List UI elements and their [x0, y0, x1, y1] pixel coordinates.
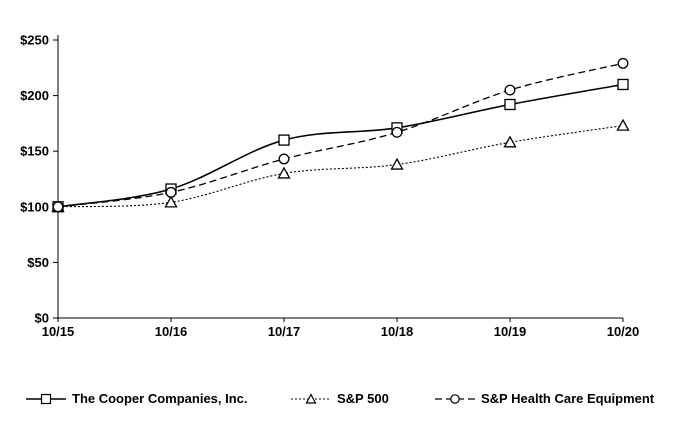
circle-data-point-marker-s-p-health-care-equipment [617, 57, 629, 69]
circle-data-point-marker-s-p-health-care-equipment [52, 201, 64, 213]
square-data-point-marker-the-cooper-companies-inc [617, 78, 629, 91]
legend-label-sp500: S&P 500 [337, 391, 389, 406]
y-tick-label: $250 [20, 33, 49, 48]
circle-legend-marker-icon [435, 393, 475, 404]
x-tick-label: 10/18 [381, 324, 414, 339]
y-tick-label: $150 [20, 144, 49, 159]
legend-item-cooper: The Cooper Companies, Inc. [26, 391, 248, 406]
y-tick-label: $0 [35, 311, 49, 326]
performance-chart: $0 $50 $100 $150 $200 $250 10/15 10/16 10/17 10/1… [20, 33, 640, 340]
legend-item-sp500: S&P 500 [291, 391, 389, 406]
square-data-point-marker-the-cooper-companies-inc [278, 134, 290, 146]
triangle-data-point-marker-s-p-500 [616, 118, 630, 131]
x-tick-label: 10/16 [155, 324, 188, 339]
circle-data-point-marker-s-p-health-care-equipment [165, 186, 177, 198]
series-line-s-p-health-care-equipment [57, 62, 624, 208]
x-tick-label: 10/20 [607, 324, 640, 339]
square-data-point-marker-the-cooper-companies-inc [504, 98, 516, 111]
legend-label-cooper: The Cooper Companies, Inc. [72, 391, 248, 406]
square-legend-marker-icon [26, 393, 66, 404]
circle-data-point-marker-s-p-health-care-equipment [504, 84, 516, 96]
triangle-data-point-marker-s-p-500 [503, 135, 517, 148]
circle-data-point-marker-s-p-health-care-equipment [278, 153, 290, 165]
square-series-swatch-icon [26, 392, 66, 406]
triangle-data-point-marker-s-p-500 [390, 157, 404, 170]
x-tick-label: 10/15 [42, 324, 75, 339]
circle-data-point-marker-s-p-health-care-equipment [391, 126, 403, 138]
series-line-s-p-500 [57, 125, 624, 208]
series-line-the-cooper-companies-inc [57, 83, 624, 208]
triangle-series-swatch-icon [291, 392, 331, 406]
x-tick-label: 10/17 [268, 324, 301, 339]
x-tick-label: 10/19 [494, 324, 527, 339]
circle-series-swatch-icon [435, 392, 475, 406]
y-tick-label: $50 [27, 255, 49, 270]
legend-item-sp-health-care-equipment: S&P Health Care Equipment [435, 391, 654, 406]
legend-label-sp-health-care-equipment: S&P Health Care Equipment [481, 391, 655, 406]
triangle-data-point-marker-s-p-500 [277, 166, 291, 179]
triangle-legend-marker-icon [291, 392, 331, 404]
triangle-data-point-marker-s-p-500 [164, 195, 178, 208]
y-tick-label: $100 [20, 199, 49, 214]
y-tick-label: $200 [20, 88, 49, 103]
